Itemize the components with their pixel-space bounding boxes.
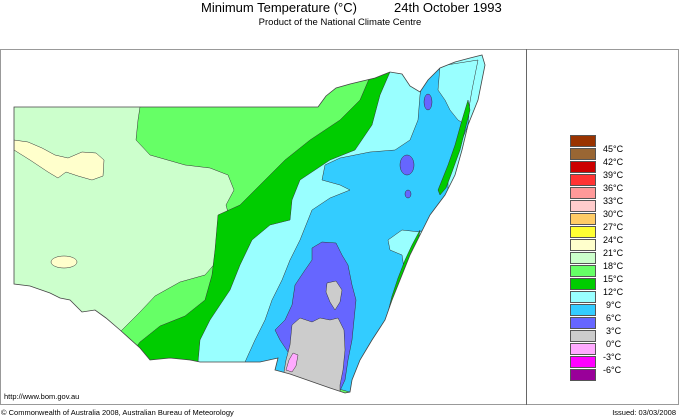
legend-swatch-m3	[570, 343, 596, 355]
legend-label: 21°C	[603, 248, 624, 258]
legend-swatch-27	[570, 213, 596, 225]
legend-label: 9°C	[606, 300, 622, 310]
map-title: Minimum Temperature (°C) 24th October 19…	[0, 0, 680, 18]
legend-swatch-0	[570, 330, 596, 342]
legend-label: 0°C	[606, 339, 622, 349]
legend-swatch-39	[570, 161, 596, 173]
legend-swatch-30	[570, 200, 596, 212]
copyright-notice: © Commonwealth of Australia 2008, Austra…	[1, 408, 234, 417]
legend-label: 24°C	[603, 235, 624, 245]
legend-swatch-15	[570, 265, 596, 277]
legend-swatch-3	[570, 317, 596, 329]
legend-swatch-36	[570, 174, 596, 186]
legend-swatch-42	[570, 148, 596, 160]
title-text: Minimum Temperature (°C)	[201, 0, 357, 15]
legend-swatch-12	[570, 278, 596, 290]
band-3-6-patch	[404, 189, 412, 199]
legend-label: -3°C	[603, 352, 622, 362]
legend-swatch-m6	[570, 356, 596, 368]
legend-swatch-45	[570, 135, 596, 147]
subtitle: Product of the National Climate Centre	[0, 17, 680, 28]
band-21-24	[50, 255, 78, 269]
issued-date: Issued: 03/03/2008	[612, 408, 676, 417]
temperature-map	[13, 54, 486, 394]
legend-label: 3°C	[606, 326, 622, 336]
website-link[interactable]: http://www.bom.gov.au	[4, 392, 80, 401]
title-date: 24th October 1993	[394, 0, 502, 15]
legend-label: 42°C	[603, 157, 624, 167]
legend-label: 36°C	[603, 183, 624, 193]
legend-swatch-18	[570, 252, 596, 264]
legend-swatch-min	[570, 369, 596, 381]
legend-label: 33°C	[603, 196, 624, 206]
legend-label: 39°C	[603, 170, 624, 180]
legend-label: 6°C	[606, 313, 622, 323]
legend-label: 45°C	[603, 144, 624, 154]
legend-label: -6°C	[603, 365, 622, 375]
band-3-6-patch	[399, 154, 415, 176]
band-0-3	[325, 280, 343, 311]
band-21-24	[14, 139, 105, 181]
legend-label: 15°C	[603, 274, 624, 284]
panel-divider	[526, 49, 527, 405]
band-3-6-patch	[423, 93, 433, 111]
subtitle-text: Product of the National Climate Centre	[258, 17, 422, 28]
legend-swatch-33	[570, 187, 596, 199]
legend-swatch-6	[570, 304, 596, 316]
band-12-15-coast	[437, 99, 471, 196]
legend-label: 27°C	[603, 222, 624, 232]
legend-swatch-21	[570, 239, 596, 251]
legend-swatch-24	[570, 226, 596, 238]
map-frame	[0, 49, 679, 405]
legend-label: 30°C	[603, 209, 624, 219]
legend-label: 12°C	[603, 287, 624, 297]
legend-swatch-9	[570, 291, 596, 303]
band-m3-0	[285, 352, 299, 373]
legend-label: 18°C	[603, 261, 624, 271]
